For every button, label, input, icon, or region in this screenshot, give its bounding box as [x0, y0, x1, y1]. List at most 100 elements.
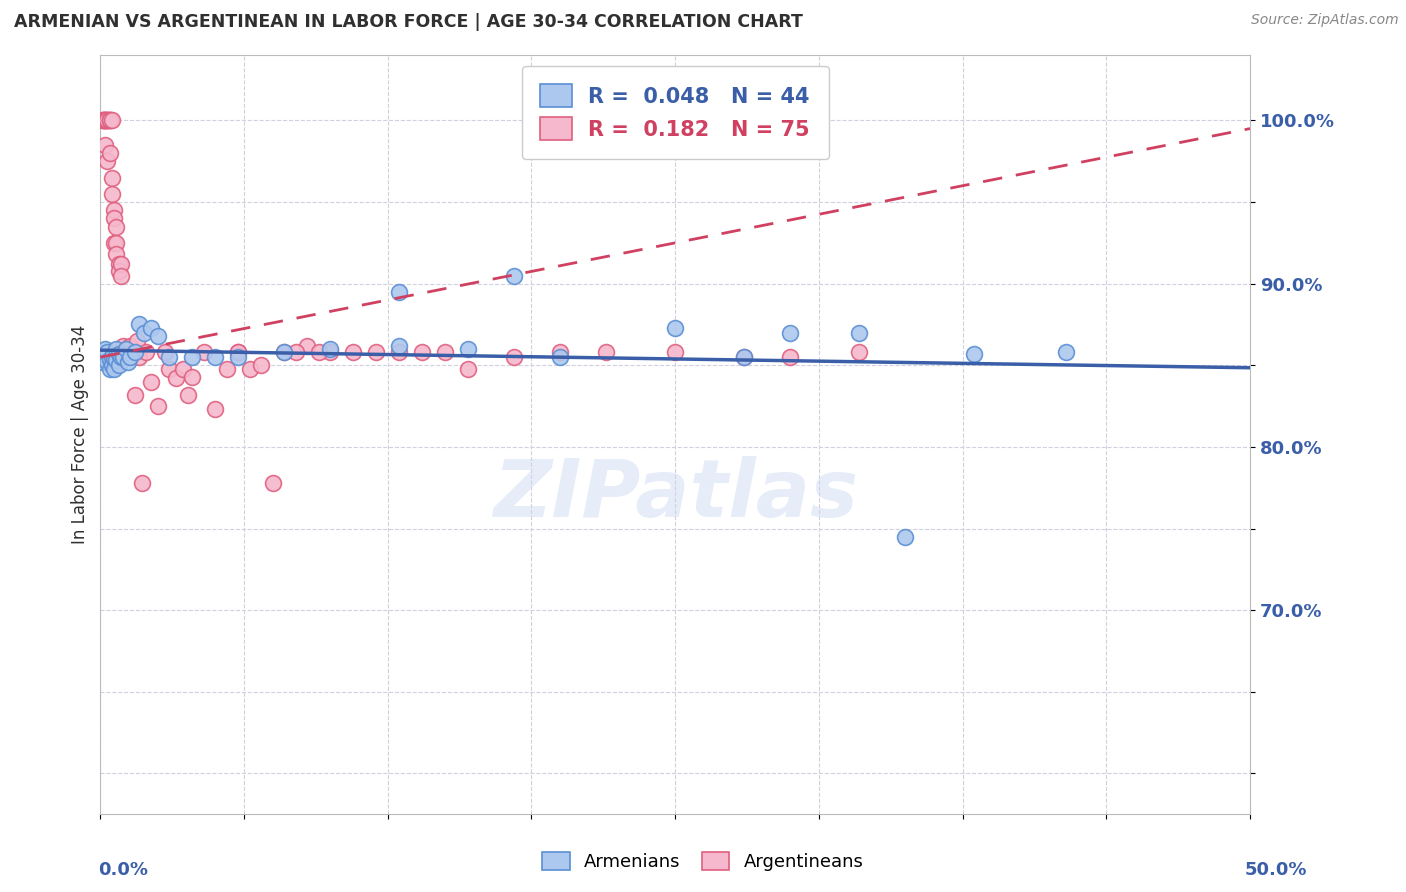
Point [226, 345, 249, 359]
Point [457, 342, 479, 356]
Point [114, 350, 136, 364]
Point [226, 350, 249, 364]
Point [215, 361, 238, 376]
Point [250, 359, 273, 373]
Point [177, 387, 200, 401]
Point [98, 113, 121, 128]
Point [181, 350, 204, 364]
Point [388, 285, 411, 299]
Point [94, 113, 117, 128]
Point [103, 211, 125, 226]
Point [98, 351, 121, 366]
Point [139, 320, 162, 334]
Point [153, 345, 176, 359]
Point [120, 339, 142, 353]
Point [779, 350, 801, 364]
Point [98, 361, 121, 376]
Point [308, 345, 330, 359]
Point [319, 342, 342, 356]
Point [131, 475, 153, 490]
Point [664, 345, 686, 359]
Text: 50.0%: 50.0% [1246, 861, 1308, 879]
Point [297, 339, 319, 353]
Point [226, 345, 249, 359]
Point [204, 402, 226, 417]
Point [139, 375, 162, 389]
Point [101, 170, 124, 185]
Point [112, 350, 135, 364]
Point [105, 353, 128, 368]
Point [117, 355, 139, 369]
Point [284, 345, 307, 359]
Point [91, 113, 114, 128]
Point [101, 350, 124, 364]
Legend: R =  0.048   N = 44, R =  0.182   N = 75: R = 0.048 N = 44, R = 0.182 N = 75 [522, 65, 828, 159]
Point [388, 345, 411, 359]
Point [124, 345, 146, 359]
Point [117, 345, 139, 359]
Point [101, 359, 124, 373]
Point [548, 350, 571, 364]
Point [101, 186, 124, 201]
Y-axis label: In Labor Force | Age 30-34: In Labor Force | Age 30-34 [72, 325, 89, 544]
Point [107, 359, 129, 373]
Point [112, 339, 135, 353]
Point [110, 350, 132, 364]
Point [94, 113, 117, 128]
Point [127, 334, 149, 348]
Point [411, 345, 433, 359]
Point [146, 329, 169, 343]
Point [124, 387, 146, 401]
Point [105, 219, 128, 234]
Point [96, 113, 118, 128]
Legend: Armenians, Argentineans: Armenians, Argentineans [536, 845, 870, 879]
Point [595, 345, 617, 359]
Point [105, 235, 128, 250]
Point [101, 113, 124, 128]
Point [98, 113, 121, 128]
Point [204, 350, 226, 364]
Point [103, 351, 125, 366]
Point [181, 369, 204, 384]
Point [105, 342, 128, 356]
Point [121, 345, 143, 359]
Text: Source: ZipAtlas.com: Source: ZipAtlas.com [1251, 13, 1399, 28]
Point [112, 345, 135, 359]
Point [110, 257, 132, 271]
Point [342, 345, 364, 359]
Point [262, 475, 284, 490]
Point [91, 113, 114, 128]
Point [120, 350, 142, 364]
Point [434, 345, 457, 359]
Point [157, 350, 180, 364]
Point [848, 345, 870, 359]
Point [107, 257, 129, 271]
Point [963, 347, 986, 361]
Point [91, 347, 114, 361]
Point [146, 399, 169, 413]
Point [664, 320, 686, 334]
Point [107, 347, 129, 361]
Point [91, 355, 114, 369]
Point [94, 349, 117, 363]
Point [96, 113, 118, 128]
Point [503, 350, 526, 364]
Point [103, 361, 125, 376]
Point [96, 113, 118, 128]
Point [388, 339, 411, 353]
Point [273, 345, 295, 359]
Point [94, 113, 117, 128]
Point [110, 268, 132, 283]
Point [128, 350, 150, 364]
Point [165, 371, 187, 385]
Point [96, 345, 118, 359]
Point [239, 361, 262, 376]
Point [1054, 345, 1077, 359]
Point [457, 361, 479, 376]
Text: 0.0%: 0.0% [98, 861, 149, 879]
Point [94, 137, 117, 152]
Point [103, 235, 125, 250]
Point [128, 318, 150, 332]
Point [733, 350, 755, 364]
Point [172, 361, 194, 376]
